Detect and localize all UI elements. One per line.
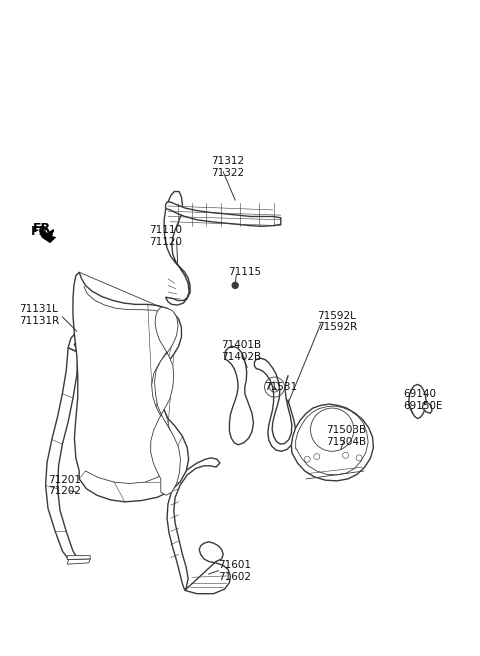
Text: 71131L
71131R: 71131L 71131R xyxy=(19,304,60,325)
Text: 71503B
71504B: 71503B 71504B xyxy=(326,426,367,447)
Text: 71110
71120: 71110 71120 xyxy=(149,226,182,247)
Text: FR.: FR. xyxy=(33,222,56,235)
Polygon shape xyxy=(68,329,86,352)
Polygon shape xyxy=(46,348,79,561)
Polygon shape xyxy=(409,384,426,419)
Circle shape xyxy=(232,282,238,289)
Text: 71312
71322: 71312 71322 xyxy=(211,157,244,178)
Polygon shape xyxy=(164,192,190,305)
Polygon shape xyxy=(422,403,432,413)
Polygon shape xyxy=(151,307,180,495)
Polygon shape xyxy=(185,542,230,594)
Polygon shape xyxy=(67,556,90,560)
Text: 71592L
71592R: 71592L 71592R xyxy=(317,311,357,332)
Polygon shape xyxy=(225,346,253,445)
Polygon shape xyxy=(166,202,281,226)
Polygon shape xyxy=(167,458,220,590)
Text: 71601
71602: 71601 71602 xyxy=(218,560,252,581)
Text: FR.: FR. xyxy=(31,225,54,238)
Text: 71115: 71115 xyxy=(228,267,261,277)
Text: 71401B
71402B: 71401B 71402B xyxy=(221,340,261,361)
Text: 71201
71202: 71201 71202 xyxy=(48,475,81,496)
Polygon shape xyxy=(73,272,189,502)
Text: 71531: 71531 xyxy=(264,382,297,392)
Text: 69140
69150E: 69140 69150E xyxy=(403,390,443,411)
Polygon shape xyxy=(291,404,373,481)
Polygon shape xyxy=(67,559,90,564)
Polygon shape xyxy=(39,230,56,243)
